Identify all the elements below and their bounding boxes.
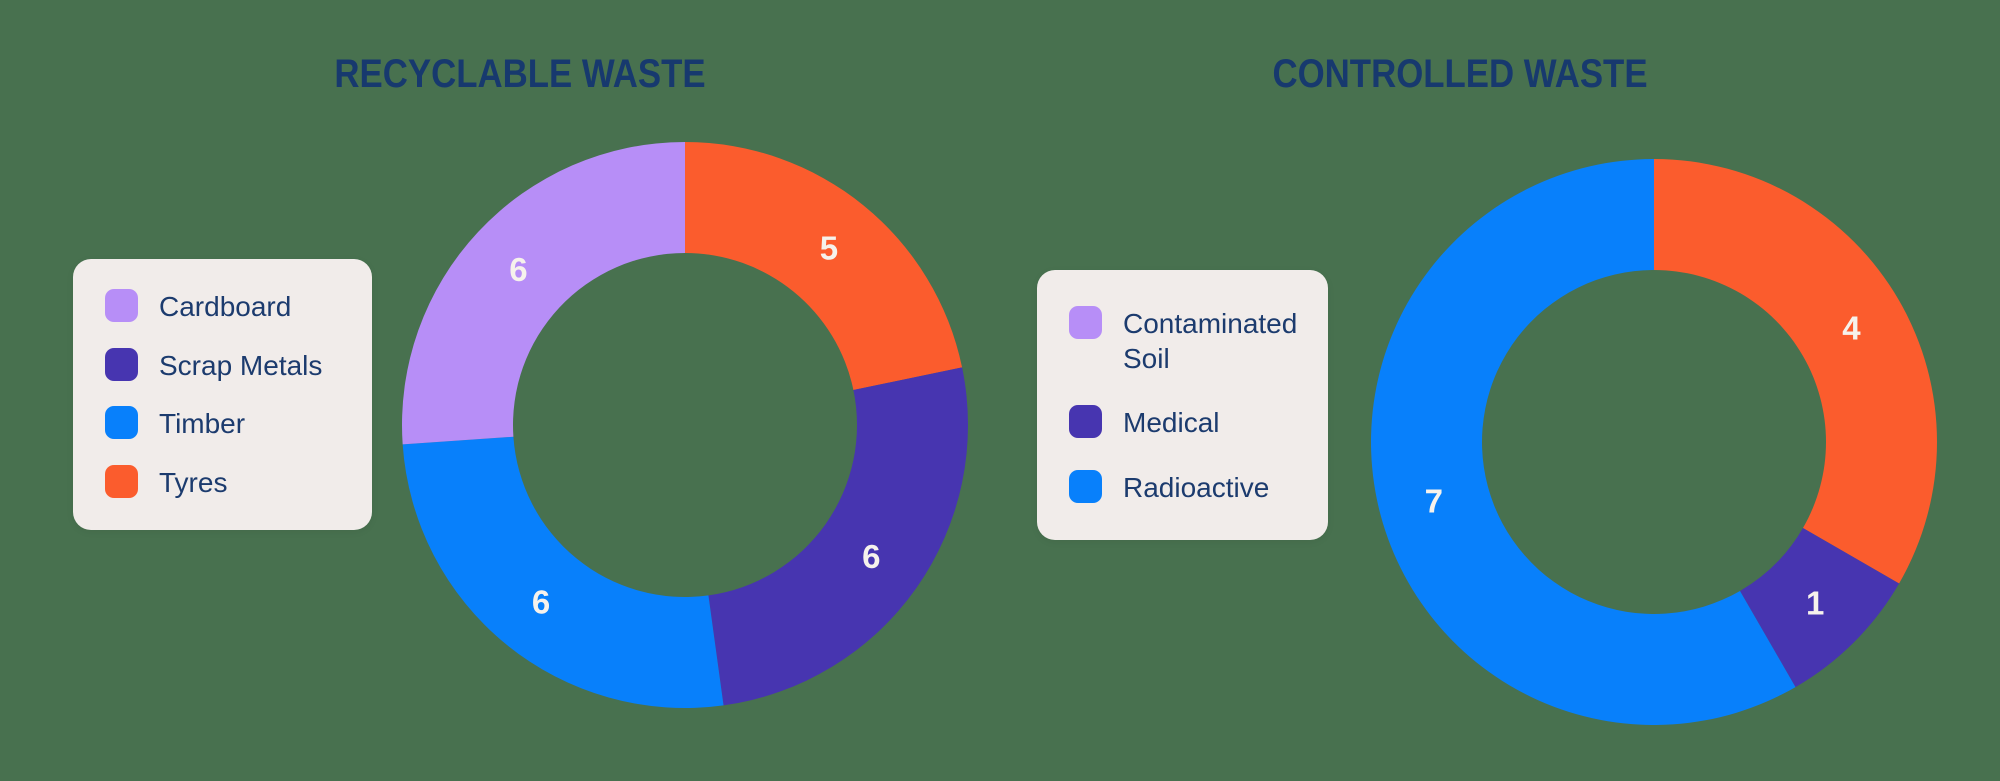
scrap-metals-swatch-icon [105, 347, 138, 381]
slice-value-label: 6 [532, 583, 550, 620]
legend-item-medical: Medical [1069, 405, 1310, 440]
contaminated-soil-swatch-icon [1069, 305, 1102, 339]
legend-label: Medical [1123, 407, 1220, 438]
tyres-swatch-icon [105, 465, 138, 499]
recyclable-waste-title: RECYCLABLE WASTE [334, 52, 706, 96]
legend-label: Scrap Metals [159, 349, 323, 381]
legend-item-scrap-metals: Scrap Metals [105, 347, 354, 383]
controlled-waste-legend: Contaminated Soil Medical Radioactive [1037, 270, 1328, 540]
donut-slice-tyres [685, 142, 963, 391]
donut-slice-radioactive [1371, 159, 1796, 725]
radioactive-swatch-icon [1069, 469, 1102, 503]
slice-value-label: 7 [1425, 483, 1443, 520]
legend-label: Contaminated Soil [1123, 307, 1298, 374]
slice-value-label: 6 [862, 538, 880, 575]
legend-item-contaminated-soil: Contaminated Soil [1069, 305, 1310, 376]
legend-item-radioactive: Radioactive [1069, 469, 1310, 505]
controlled-waste-title: CONTROLLED WASTE [1272, 52, 1648, 96]
slice-value-label: 4 [1842, 310, 1861, 347]
timber-swatch-icon [105, 406, 138, 440]
donut-slice-medical [1740, 528, 1900, 688]
recyclable-waste-donut-chart: 5 6 6 6 [402, 142, 969, 709]
slice-value-label: 6 [509, 251, 527, 288]
medical-swatch-icon [1069, 405, 1102, 438]
legend-label: Tyres [159, 467, 228, 499]
donut-slice-timber [402, 436, 724, 709]
legend-item-cardboard: Cardboard [105, 288, 354, 324]
legend-label: Cardboard [159, 290, 292, 322]
donut-slice-cardboard [402, 142, 685, 445]
legend-label: Timber [159, 408, 246, 440]
legend-item-tyres: Tyres [105, 465, 354, 500]
recyclable-waste-legend: Cardboard Scrap Metals Timber Tyres [73, 259, 372, 530]
controlled-waste-donut-chart: 4 1 7 [1371, 159, 1937, 725]
donut-slice [1654, 159, 1937, 584]
slice-value-label: 1 [1806, 585, 1824, 622]
legend-label: Radioactive [1123, 471, 1270, 503]
donut-slice-scrap-metals [708, 367, 969, 706]
slice-value-label: 5 [820, 230, 838, 267]
legend-item-timber: Timber [105, 406, 354, 441]
cardboard-swatch-icon [105, 288, 138, 322]
